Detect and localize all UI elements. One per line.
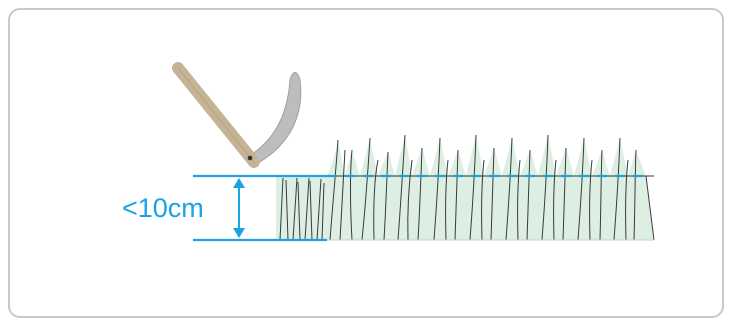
grass-icon bbox=[327, 134, 655, 241]
arrow-down-icon bbox=[233, 228, 245, 238]
height-measure bbox=[193, 174, 327, 242]
scythe-icon bbox=[172, 62, 302, 168]
cut-grass bbox=[276, 176, 327, 241]
height-label: <10cm bbox=[122, 193, 204, 223]
arrow-up-icon bbox=[233, 178, 245, 188]
